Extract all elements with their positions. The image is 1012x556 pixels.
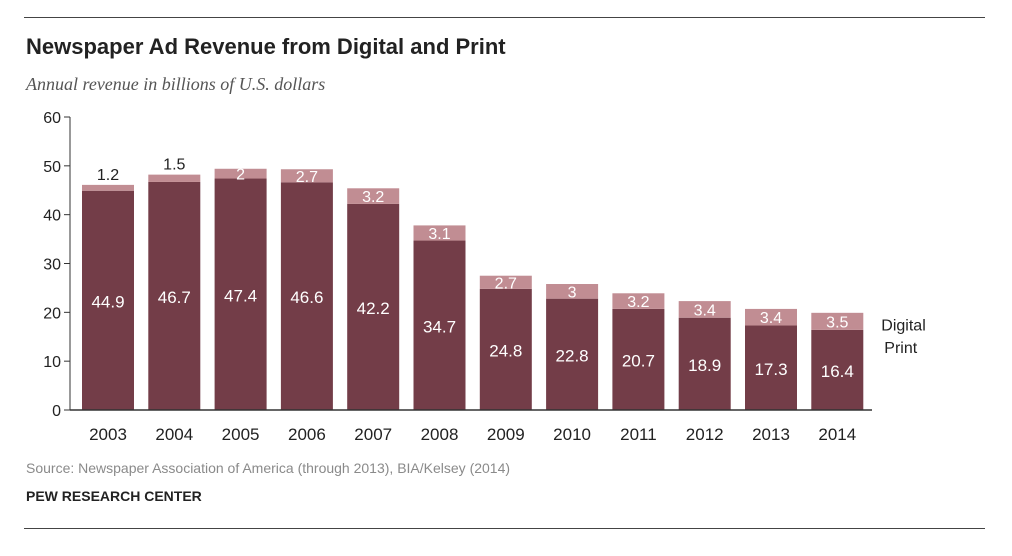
- x-tick-label: 2014: [818, 425, 856, 444]
- digital-bar: [214, 168, 267, 179]
- y-tick-label: 40: [43, 208, 61, 225]
- digital-value-label: 3.1: [428, 226, 450, 243]
- print-value-label: 17.3: [754, 360, 787, 379]
- x-tick-label: 2005: [222, 425, 260, 444]
- digital-value-label: 3.4: [760, 310, 782, 327]
- digital-value-label: 2: [236, 167, 245, 184]
- digital-bar: [678, 301, 731, 318]
- x-tick-label: 2010: [553, 425, 591, 444]
- digital-bar: [745, 308, 797, 326]
- print-bar: [612, 308, 665, 410]
- print-value-label: 24.8: [489, 341, 522, 360]
- x-tick-label: 2013: [752, 425, 790, 444]
- y-tick-label: 10: [43, 354, 61, 371]
- print-bar: [347, 203, 400, 410]
- print-value-label: 20.7: [622, 351, 655, 370]
- x-tick-label: 2004: [155, 425, 193, 444]
- print-bar: [413, 240, 466, 410]
- digital-bar: [148, 174, 201, 182]
- print-bar: [214, 178, 267, 410]
- x-tick-label: 2009: [487, 425, 525, 444]
- digital-value-label: 3.4: [694, 302, 716, 319]
- print-value-label: 16.4: [821, 362, 854, 381]
- y-tick-label: 60: [43, 110, 61, 127]
- print-value-label: 44.9: [91, 292, 124, 311]
- digital-bar: [479, 275, 532, 289]
- print-value-label: 46.7: [158, 288, 191, 307]
- digital-value-label: 3: [568, 284, 577, 301]
- bottom-rule: [24, 528, 985, 529]
- chart-subtitle: Annual revenue in billions of U.S. dolla…: [26, 74, 326, 94]
- top-rule: [24, 17, 985, 18]
- y-tick-label: 20: [43, 305, 61, 322]
- print-value-label: 47.4: [224, 286, 257, 305]
- legend-digital: Digital: [881, 317, 925, 334]
- y-tick-label: 0: [52, 403, 61, 420]
- digital-value-label: 3.2: [362, 189, 384, 206]
- digital-value-label: 2.7: [296, 169, 318, 186]
- print-bar: [148, 181, 201, 410]
- print-value-label: 18.9: [688, 356, 721, 375]
- digital-bar: [811, 312, 864, 330]
- source-note: Source: Newspaper Association of America…: [26, 460, 511, 476]
- legend-print: Print: [884, 340, 917, 357]
- digital-bar: [82, 184, 134, 191]
- print-bar: [280, 182, 333, 410]
- chart-title: Newspaper Ad Revenue from Digital and Pr…: [26, 34, 506, 59]
- y-tick-label: 30: [43, 257, 61, 274]
- x-tick-label: 2008: [421, 425, 459, 444]
- x-tick-label: 2011: [620, 425, 657, 444]
- digital-bar: [612, 293, 665, 309]
- print-bar: [811, 329, 864, 410]
- digital-value-label: 3.5: [826, 314, 848, 331]
- digital-bar: [546, 284, 599, 299]
- print-bar: [745, 325, 797, 410]
- print-value-label: 42.2: [357, 299, 390, 318]
- print-value-label: 22.8: [556, 346, 589, 365]
- x-tick-label: 2006: [288, 425, 326, 444]
- x-tick-label: 2003: [89, 425, 127, 444]
- print-bar: [479, 288, 532, 410]
- digital-value-label: 1.5: [163, 157, 185, 174]
- digital-value-label: 3.2: [627, 294, 649, 311]
- x-tick-label: 2007: [354, 425, 392, 444]
- print-value-label: 34.7: [423, 317, 456, 336]
- y-tick-label: 50: [43, 159, 61, 176]
- print-bar: [546, 298, 599, 410]
- x-tick-label: 2012: [686, 425, 724, 444]
- digital-value-label: 2.7: [495, 275, 517, 292]
- digital-value-label: 1.2: [97, 167, 119, 184]
- digital-bar: [280, 169, 333, 183]
- digital-bar: [347, 188, 400, 204]
- organization-name: PEW RESEARCH CENTER: [26, 488, 202, 504]
- print-value-label: 46.6: [290, 288, 323, 307]
- print-bar: [678, 317, 731, 410]
- digital-bar: [413, 225, 466, 241]
- print-bar: [82, 190, 134, 410]
